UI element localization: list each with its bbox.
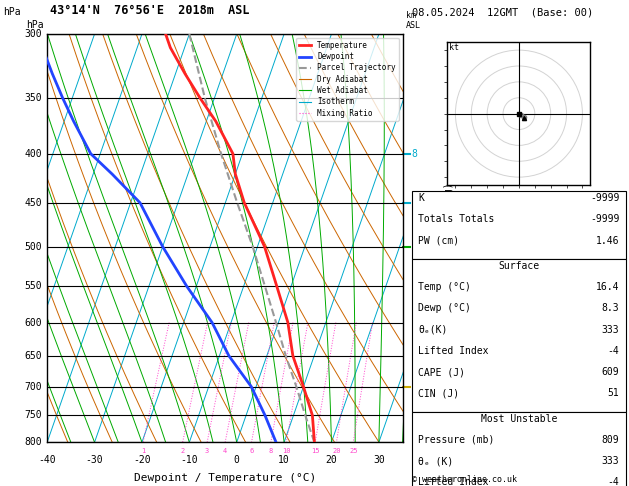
Text: 4: 4 xyxy=(223,449,227,454)
Text: -10: -10 xyxy=(181,454,198,465)
Text: 3: 3 xyxy=(205,449,209,454)
Text: 450: 450 xyxy=(25,198,42,208)
Text: 650: 650 xyxy=(25,351,42,361)
Text: 20: 20 xyxy=(326,454,337,465)
Text: K: K xyxy=(418,193,425,203)
Text: 10: 10 xyxy=(282,449,291,454)
Text: 6: 6 xyxy=(411,242,417,252)
Text: PW (cm): PW (cm) xyxy=(418,236,460,246)
Text: hPa: hPa xyxy=(3,7,21,17)
Text: θₑ(K): θₑ(K) xyxy=(418,325,448,335)
Text: 7: 7 xyxy=(411,198,417,208)
Text: hPa: hPa xyxy=(26,20,43,30)
Text: -9999: -9999 xyxy=(590,193,620,203)
Text: Surface: Surface xyxy=(498,261,540,271)
Text: 15: 15 xyxy=(311,449,320,454)
Text: 20: 20 xyxy=(332,449,341,454)
Text: 333: 333 xyxy=(602,325,620,335)
Text: Pressure (mb): Pressure (mb) xyxy=(418,435,495,445)
Text: 8.3: 8.3 xyxy=(602,303,620,313)
Text: Lifted Index: Lifted Index xyxy=(418,477,489,486)
Text: 300: 300 xyxy=(25,29,42,39)
Text: Dewpoint / Temperature (°C): Dewpoint / Temperature (°C) xyxy=(134,473,316,483)
Text: 16.4: 16.4 xyxy=(596,282,620,292)
Text: Mixing Ratio (g/kg): Mixing Ratio (g/kg) xyxy=(444,182,454,294)
Text: θₑ (K): θₑ (K) xyxy=(418,456,454,466)
Text: 809: 809 xyxy=(602,435,620,445)
Text: 1: 1 xyxy=(141,449,145,454)
Text: 1.46: 1.46 xyxy=(596,236,620,246)
Text: 8: 8 xyxy=(411,149,417,159)
Text: -9999: -9999 xyxy=(590,214,620,225)
Bar xyxy=(412,412,626,486)
Text: -20: -20 xyxy=(133,454,151,465)
Text: CAPE (J): CAPE (J) xyxy=(418,367,465,377)
Text: 25: 25 xyxy=(349,449,357,454)
Text: 6: 6 xyxy=(249,449,253,454)
Text: 350: 350 xyxy=(25,93,42,103)
Bar xyxy=(412,191,626,259)
Text: -30: -30 xyxy=(86,454,103,465)
Text: Totals Totals: Totals Totals xyxy=(418,214,495,225)
Text: 43°14'N  76°56'E  2018m  ASL: 43°14'N 76°56'E 2018m ASL xyxy=(50,4,250,17)
Text: 400: 400 xyxy=(25,149,42,159)
Text: Most Unstable: Most Unstable xyxy=(481,414,557,424)
Text: LCL: LCL xyxy=(411,382,426,391)
Text: © weatheronline.co.uk: © weatheronline.co.uk xyxy=(412,474,517,484)
Text: 550: 550 xyxy=(25,281,42,291)
Text: 2: 2 xyxy=(181,449,185,454)
Text: CIN (J): CIN (J) xyxy=(418,388,460,399)
Text: 500: 500 xyxy=(25,242,42,252)
Text: -4: -4 xyxy=(608,477,620,486)
Text: 10: 10 xyxy=(278,454,290,465)
Text: 609: 609 xyxy=(602,367,620,377)
Text: Lifted Index: Lifted Index xyxy=(418,346,489,356)
Text: 750: 750 xyxy=(25,410,42,420)
Text: 333: 333 xyxy=(602,456,620,466)
Text: 800: 800 xyxy=(25,437,42,447)
Text: -40: -40 xyxy=(38,454,56,465)
Legend: Temperature, Dewpoint, Parcel Trajectory, Dry Adiabat, Wet Adiabat, Isotherm, Mi: Temperature, Dewpoint, Parcel Trajectory… xyxy=(296,38,399,121)
Text: 08.05.2024  12GMT  (Base: 00): 08.05.2024 12GMT (Base: 00) xyxy=(412,7,593,17)
Text: -4: -4 xyxy=(608,346,620,356)
Text: kt: kt xyxy=(449,43,459,52)
Text: 8: 8 xyxy=(269,449,273,454)
Text: 51: 51 xyxy=(608,388,620,399)
Bar xyxy=(412,259,626,412)
Text: 700: 700 xyxy=(25,382,42,392)
Text: 30: 30 xyxy=(373,454,385,465)
Text: 0: 0 xyxy=(234,454,240,465)
Text: 600: 600 xyxy=(25,317,42,328)
Text: Temp (°C): Temp (°C) xyxy=(418,282,471,292)
Text: km
ASL: km ASL xyxy=(406,11,421,30)
Text: Dewp (°C): Dewp (°C) xyxy=(418,303,471,313)
